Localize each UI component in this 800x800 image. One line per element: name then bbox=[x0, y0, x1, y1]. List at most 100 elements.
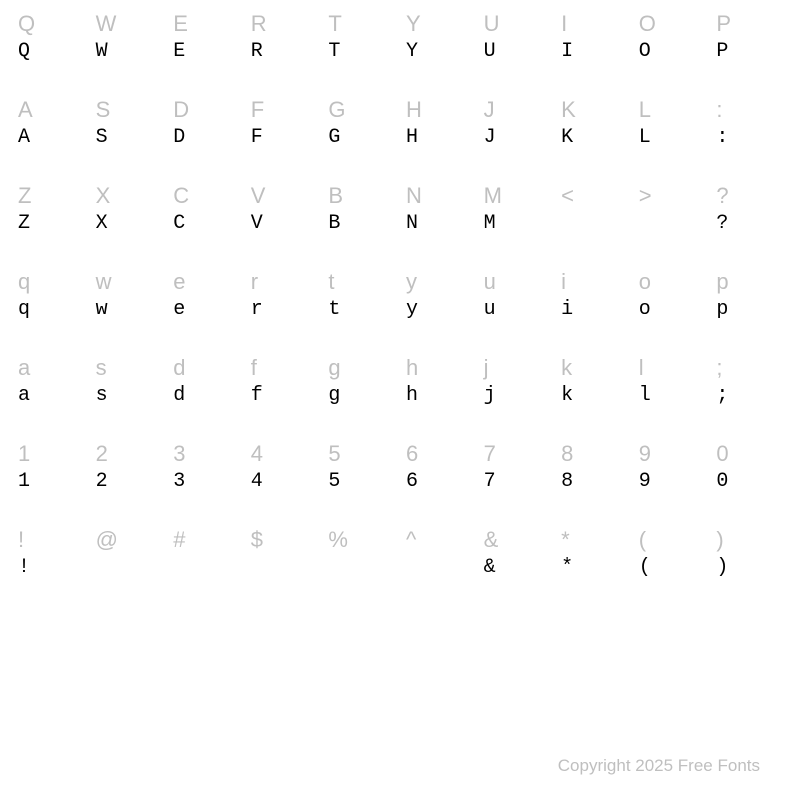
sample-char: F bbox=[245, 124, 323, 152]
sample-row: q w e r t y u i o p bbox=[12, 296, 788, 324]
ref-char: V bbox=[245, 182, 323, 210]
sample-char: y bbox=[400, 296, 478, 324]
ref-char: T bbox=[322, 10, 400, 38]
sample-char: Z bbox=[12, 210, 90, 238]
ref-char: o bbox=[633, 268, 711, 296]
sample-char: g bbox=[322, 382, 400, 410]
ref-char: W bbox=[90, 10, 168, 38]
sample-char: V bbox=[245, 210, 323, 238]
sample-char: W bbox=[90, 38, 168, 66]
ref-char: 8 bbox=[555, 440, 633, 468]
sample-char: O bbox=[633, 38, 711, 66]
sample-char: 5 bbox=[322, 468, 400, 496]
sample-char: l bbox=[633, 382, 711, 410]
row-pair: a s d f g h j k l ; a s d f g h j k l ; bbox=[12, 354, 788, 410]
ref-char: # bbox=[167, 526, 245, 554]
ref-char: 1 bbox=[12, 440, 90, 468]
ref-char: @ bbox=[90, 526, 168, 554]
character-map-grid: Q W E R T Y U I O P Q W E R T Y U I O P … bbox=[12, 10, 788, 612]
sample-char: 9 bbox=[633, 468, 711, 496]
sample-char: f bbox=[245, 382, 323, 410]
sample-char: Y bbox=[400, 38, 478, 66]
ref-char: u bbox=[478, 268, 556, 296]
ref-char: E bbox=[167, 10, 245, 38]
sample-char: L bbox=[633, 124, 711, 152]
ref-char: 7 bbox=[478, 440, 556, 468]
reference-row: A S D F G H J K L : bbox=[12, 96, 788, 124]
sample-char: r bbox=[245, 296, 323, 324]
ref-char: j bbox=[478, 354, 556, 382]
copyright-text: Copyright 2025 Free Fonts bbox=[558, 756, 760, 776]
sample-char: * bbox=[555, 554, 633, 582]
ref-char: ( bbox=[633, 526, 711, 554]
sample-char: i bbox=[555, 296, 633, 324]
sample-char: w bbox=[90, 296, 168, 324]
sample-char: k bbox=[555, 382, 633, 410]
ref-char: B bbox=[322, 182, 400, 210]
sample-row: A S D F G H J K L : bbox=[12, 124, 788, 152]
sample-row: Z X C V B N M ? bbox=[12, 210, 788, 238]
sample-char: T bbox=[322, 38, 400, 66]
sample-char: & bbox=[478, 554, 556, 582]
ref-char: Q bbox=[12, 10, 90, 38]
sample-char: 3 bbox=[167, 468, 245, 496]
reference-row: a s d f g h j k l ; bbox=[12, 354, 788, 382]
ref-char: a bbox=[12, 354, 90, 382]
sample-char: h bbox=[400, 382, 478, 410]
reference-row: ! @ # $ % ^ & * ( ) bbox=[12, 526, 788, 554]
ref-char: C bbox=[167, 182, 245, 210]
ref-char: 6 bbox=[400, 440, 478, 468]
sample-char: U bbox=[478, 38, 556, 66]
sample-char: 1 bbox=[12, 468, 90, 496]
ref-char: * bbox=[555, 526, 633, 554]
sample-char: K bbox=[555, 124, 633, 152]
sample-char: p bbox=[710, 296, 788, 324]
ref-char: X bbox=[90, 182, 168, 210]
ref-char: f bbox=[245, 354, 323, 382]
ref-char: r bbox=[245, 268, 323, 296]
ref-char: y bbox=[400, 268, 478, 296]
sample-char: S bbox=[90, 124, 168, 152]
ref-char: D bbox=[167, 96, 245, 124]
sample-char: ( bbox=[633, 554, 711, 582]
sample-row: 1 2 3 4 5 6 7 8 9 0 bbox=[12, 468, 788, 496]
sample-char bbox=[245, 554, 323, 582]
sample-char: D bbox=[167, 124, 245, 152]
ref-char: p bbox=[710, 268, 788, 296]
reference-row: 1 2 3 4 5 6 7 8 9 0 bbox=[12, 440, 788, 468]
ref-char: P bbox=[710, 10, 788, 38]
sample-char: a bbox=[12, 382, 90, 410]
ref-char: w bbox=[90, 268, 168, 296]
row-pair: ! @ # $ % ^ & * ( ) ! & * ( ) bbox=[12, 526, 788, 582]
ref-char: i bbox=[555, 268, 633, 296]
ref-char: N bbox=[400, 182, 478, 210]
ref-char: e bbox=[167, 268, 245, 296]
ref-char: ; bbox=[710, 354, 788, 382]
ref-char: L bbox=[633, 96, 711, 124]
ref-char: 0 bbox=[710, 440, 788, 468]
ref-char: 4 bbox=[245, 440, 323, 468]
ref-char: t bbox=[322, 268, 400, 296]
sample-char: 7 bbox=[478, 468, 556, 496]
sample-char bbox=[555, 210, 633, 238]
row-pair: 1 2 3 4 5 6 7 8 9 0 1 2 3 4 5 6 7 8 9 0 bbox=[12, 440, 788, 496]
sample-char: I bbox=[555, 38, 633, 66]
ref-char: $ bbox=[245, 526, 323, 554]
ref-char: l bbox=[633, 354, 711, 382]
ref-char: h bbox=[400, 354, 478, 382]
sample-char: o bbox=[633, 296, 711, 324]
ref-char: 5 bbox=[322, 440, 400, 468]
sample-char: : bbox=[710, 124, 788, 152]
ref-char: q bbox=[12, 268, 90, 296]
ref-char: R bbox=[245, 10, 323, 38]
reference-row: Q W E R T Y U I O P bbox=[12, 10, 788, 38]
sample-char: X bbox=[90, 210, 168, 238]
ref-char: S bbox=[90, 96, 168, 124]
ref-char: k bbox=[555, 354, 633, 382]
ref-char: J bbox=[478, 96, 556, 124]
row-pair: q w e r t y u i o p q w e r t y u i o p bbox=[12, 268, 788, 324]
ref-char: ! bbox=[12, 526, 90, 554]
sample-char: ? bbox=[710, 210, 788, 238]
sample-row: ! & * ( ) bbox=[12, 554, 788, 582]
sample-char: 8 bbox=[555, 468, 633, 496]
